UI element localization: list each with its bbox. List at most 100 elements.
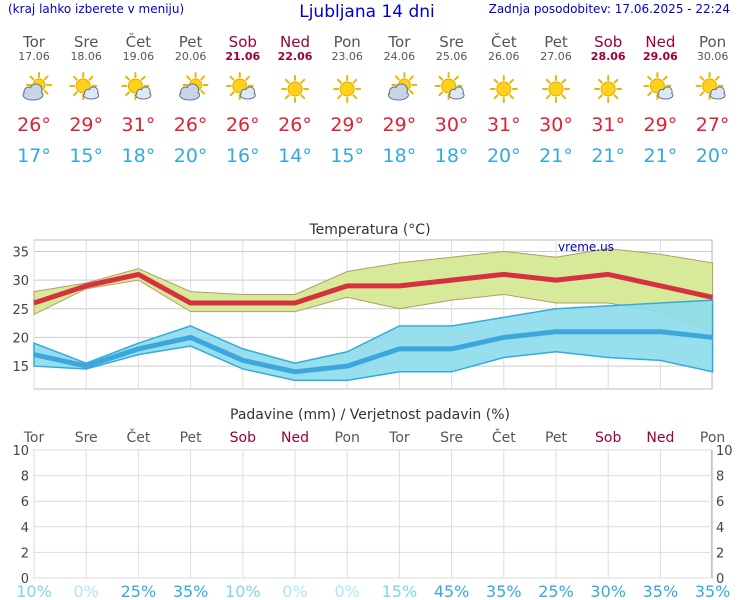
precip-day-label: Čet [492, 428, 516, 446]
day-date: 24.06 [384, 50, 416, 63]
precip-probability: 35% [695, 582, 731, 600]
sun-icon [281, 75, 309, 103]
cloud-icon [22, 83, 44, 101]
day-name: Sre [439, 33, 464, 51]
min-temperature: 20° [174, 145, 208, 167]
day-date: 27.06 [540, 50, 572, 63]
day-name: Pet [179, 33, 203, 51]
precip-probability: 25% [121, 582, 157, 600]
sun-cloud-icon [69, 72, 100, 100]
day-name: Pet [544, 33, 568, 51]
day-date: 20.06 [175, 50, 207, 63]
max-temperature: 29° [330, 114, 364, 136]
day-date: 22.06 [278, 50, 313, 63]
day-date: 18.06 [70, 50, 102, 63]
partly-cloudy-icon [179, 72, 209, 101]
day-date: 23.06 [331, 50, 363, 63]
precip-probability: 0% [282, 582, 307, 600]
max-temperature: 30° [539, 114, 573, 136]
day-date: 30.06 [697, 50, 729, 63]
min-temperature: 17° [17, 145, 51, 167]
precip-y-tick-left: 6 [21, 495, 29, 510]
precip-y-tick-left: 0 [21, 572, 29, 587]
sun-cloud-icon [121, 72, 152, 100]
precip-day-label: Tor [388, 430, 410, 446]
sun-icon [594, 75, 623, 103]
day-date: 21.06 [225, 50, 260, 63]
min-temperature-band [33, 299, 714, 382]
min-temperature: 18° [122, 145, 156, 167]
cloud-icon [135, 86, 152, 100]
y-tick-label: 15 [12, 360, 29, 375]
day-columns: Tor17.0626°17°Sre18.0629°15°Čet19.0631°1… [17, 32, 729, 167]
sun-icon [333, 75, 362, 103]
precip-day-label: Pon [335, 430, 360, 446]
precip-day-label: Pet [180, 430, 203, 446]
day-name: Tor [22, 33, 46, 51]
precip-y-tick-right: 0 [716, 572, 724, 587]
max-temperature: 31° [122, 114, 156, 136]
precip-probability: 0% [74, 582, 99, 600]
precip-y-tick-left: 10 [12, 444, 29, 459]
day-name: Pon [334, 33, 361, 51]
partly-cloudy-icon [22, 72, 52, 101]
day-name: Ned [280, 33, 310, 51]
precip-day-label: Ned [281, 430, 309, 446]
max-temperature: 31° [591, 114, 625, 136]
precip-y-tick-left: 8 [21, 470, 29, 485]
day-name: Čet [491, 32, 517, 51]
max-temperature: 26° [174, 114, 208, 136]
precipitation-chart-title: Padavine (mm) / Verjetnost padavin (%) [230, 407, 510, 423]
day-name: Ned [645, 33, 675, 51]
sun-icon [333, 75, 362, 103]
precip-y-tick-left: 4 [21, 521, 29, 536]
precip-day-label: Čet [126, 428, 150, 446]
sun-icon [542, 75, 570, 103]
day-date: 19.06 [123, 50, 155, 63]
max-temperature: 26° [278, 114, 312, 136]
precip-probability: 35% [173, 582, 209, 600]
day-date: 17.06 [18, 50, 50, 63]
day-date: 28.06 [591, 50, 626, 63]
day-date: 25.06 [436, 50, 468, 63]
precip-probability: 10% [225, 582, 261, 600]
y-tick-label: 20 [12, 331, 29, 346]
min-temperature: 18° [435, 145, 469, 167]
max-temperature-line [33, 271, 714, 306]
sun-cloud-icon [643, 72, 674, 100]
cloud-icon [83, 86, 100, 100]
last-update: Zadnja posodobitev: 17.06.2025 - 22:24 [489, 2, 730, 16]
precip-y-tick-left: 2 [21, 546, 29, 561]
day-name: Čet [126, 32, 152, 51]
precip-probability: 35% [486, 582, 522, 600]
precip-probability: 30% [590, 582, 626, 600]
watermark: vreme.us [558, 240, 614, 254]
temperature-chart: Temperatura (°C) 15 20 25 30 35 vreme.us [12, 222, 714, 390]
day-name: Sob [229, 33, 257, 51]
partly-cloudy-icon [387, 72, 418, 101]
max-temperature: 29° [383, 114, 417, 136]
precipitation-plot-area [33, 449, 713, 579]
min-temperature: 21° [539, 145, 573, 167]
precip-y-tick-right: 6 [716, 495, 724, 510]
menu-hint[interactable]: (kraj lahko izberete v meniju) [8, 2, 184, 16]
precip-y-tick-right: 8 [716, 470, 724, 485]
sun-icon [542, 75, 570, 103]
y-tick-label: 25 [12, 303, 29, 318]
min-temperature: 21° [644, 145, 678, 167]
sun-icon [281, 75, 309, 103]
min-temperature: 20° [696, 145, 730, 167]
precip-day-label: Tor [23, 430, 45, 446]
precip-y-tick-right: 4 [716, 521, 724, 536]
sun-icon [594, 75, 623, 103]
precip-day-label: Pet [545, 430, 568, 446]
max-temperature: 26° [17, 114, 51, 136]
cloud-icon [709, 86, 726, 100]
max-temperature: 26° [226, 114, 260, 136]
precip-probability: 25% [538, 582, 574, 600]
min-temperature: 20° [487, 145, 521, 167]
